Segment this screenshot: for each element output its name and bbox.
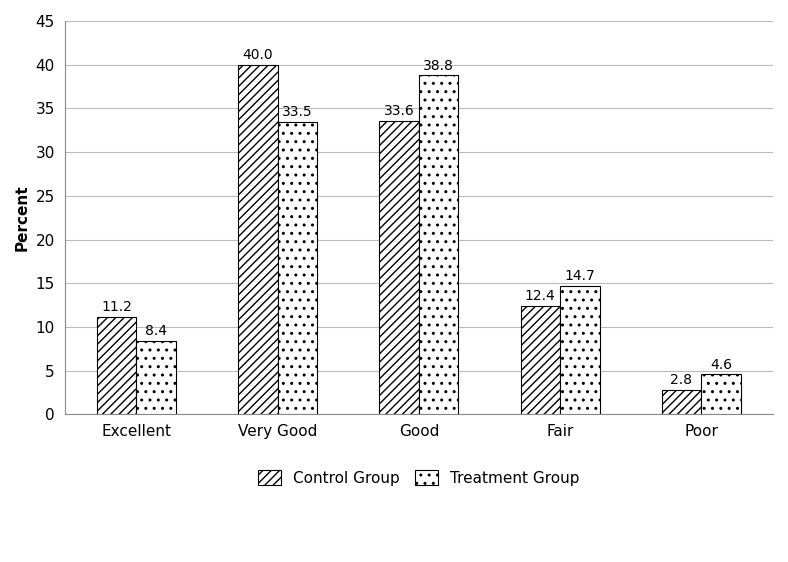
Bar xyxy=(136,341,176,415)
Text: 2.8: 2.8 xyxy=(671,373,693,387)
Bar xyxy=(97,316,136,415)
Text: 4.6: 4.6 xyxy=(710,357,732,371)
Bar xyxy=(277,121,317,415)
Text: 38.8: 38.8 xyxy=(423,58,454,72)
Text: 12.4: 12.4 xyxy=(525,289,556,303)
Text: 14.7: 14.7 xyxy=(564,269,595,283)
Text: 11.2: 11.2 xyxy=(101,300,132,314)
Text: 40.0: 40.0 xyxy=(243,48,273,62)
Bar xyxy=(419,75,459,415)
Bar xyxy=(238,65,277,415)
Text: 33.6: 33.6 xyxy=(384,104,414,118)
Y-axis label: Percent: Percent xyxy=(15,184,30,251)
Text: 33.5: 33.5 xyxy=(282,105,313,119)
Legend: Control Group, Treatment Group: Control Group, Treatment Group xyxy=(251,462,587,493)
Bar xyxy=(701,374,741,415)
Bar xyxy=(662,390,701,415)
Text: 8.4: 8.4 xyxy=(145,324,167,338)
Bar xyxy=(521,306,560,415)
Bar xyxy=(379,121,419,415)
Bar xyxy=(560,286,600,415)
